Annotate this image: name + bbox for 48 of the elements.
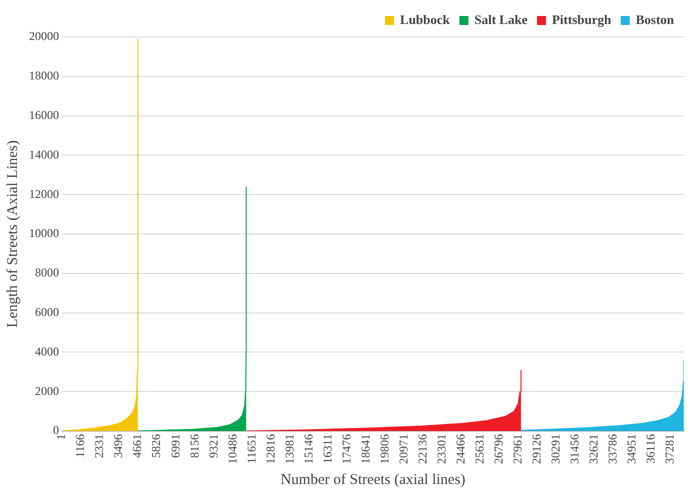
x-tick-label: 22136 xyxy=(415,434,430,464)
x-tick-label: 37281 xyxy=(662,434,677,464)
x-tick-label: 4661 xyxy=(130,434,144,458)
x-tick-label: 33786 xyxy=(606,434,620,464)
y-axis-title: Length of Streets (Axial Lines) xyxy=(4,140,21,328)
x-tick-label: 3496 xyxy=(111,434,126,458)
y-tick-label: 12000 xyxy=(29,186,59,201)
x-tick-label: 16311 xyxy=(320,434,334,464)
x-tick-label: 26796 xyxy=(492,434,506,464)
x-tick-label: 17476 xyxy=(339,434,354,464)
x-axis-title: Number of Streets (axial lines) xyxy=(280,472,466,488)
x-tick-label: 1166 xyxy=(73,434,88,458)
legend-label: Salt Lake xyxy=(474,12,528,27)
y-tick-label: 10000 xyxy=(29,226,59,240)
x-tick-label: 12816 xyxy=(263,434,278,464)
y-tick-label: 16000 xyxy=(29,108,59,122)
x-tick-label: 8156 xyxy=(187,434,202,458)
x-tick-label: 20971 xyxy=(396,434,410,464)
y-tick-label: 18000 xyxy=(29,68,59,83)
legend-label: Boston xyxy=(636,12,675,27)
legend-label: Pittsburgh xyxy=(552,12,612,27)
x-tick-label: 36116 xyxy=(644,434,658,464)
x-tick-label: 10486 xyxy=(225,434,240,464)
y-tick-label: 20000 xyxy=(29,29,59,44)
x-tick-label: 2331 xyxy=(92,434,106,458)
x-tick-label: 29126 xyxy=(530,434,544,464)
x-tick-label: 13981 xyxy=(282,434,296,464)
y-tick-label: 14000 xyxy=(29,147,59,162)
x-tick-label: 25631 xyxy=(472,434,487,464)
x-tick-label: 5826 xyxy=(149,434,164,458)
x-tick-label: 31456 xyxy=(568,434,582,464)
x-tick-label: 27961 xyxy=(510,434,525,464)
x-tick-label: 11651 xyxy=(244,434,258,464)
x-tick-label: 18641 xyxy=(358,434,372,464)
x-tick-label: 32621 xyxy=(586,434,601,464)
x-tick-label: 19806 xyxy=(377,434,392,464)
y-tick-label: 4000 xyxy=(35,344,59,358)
y-tick-label: 2000 xyxy=(35,384,59,398)
legend-label: Lubbock xyxy=(400,12,451,27)
x-tick-label: 15146 xyxy=(301,434,316,464)
y-tick-label: 8000 xyxy=(35,266,59,280)
x-tick-label: 9321 xyxy=(206,434,220,458)
x-tick-label: 30291 xyxy=(548,434,563,464)
x-tick-label: 24466 xyxy=(453,434,468,464)
y-tick-label: 6000 xyxy=(35,304,59,319)
x-tick-label: 6991 xyxy=(168,434,182,458)
x-tick-label: 23301 xyxy=(434,434,448,464)
x-tick-label: 34951 xyxy=(624,434,639,464)
